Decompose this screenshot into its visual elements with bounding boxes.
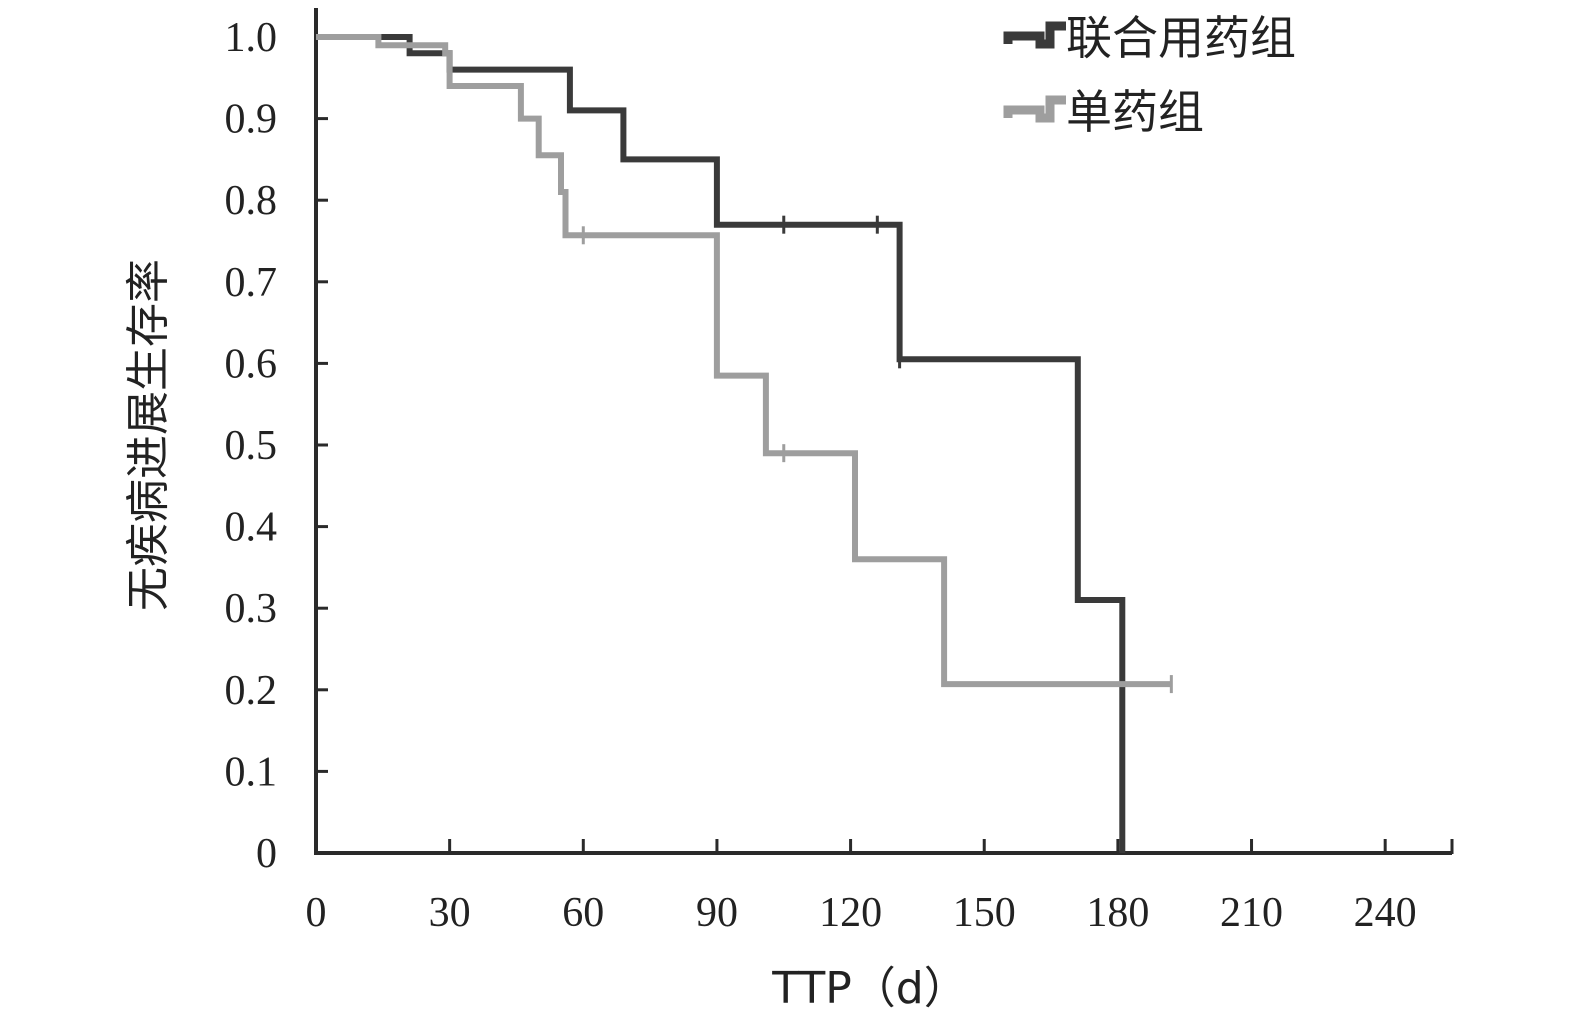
y-tick-label: 0: [256, 831, 277, 877]
x-tick-label: 0: [306, 890, 327, 936]
x-tick-label: 30: [429, 890, 471, 936]
y-tick-label: 0.4: [225, 505, 278, 551]
x-axis-title: TTP（d）: [771, 963, 967, 1014]
y-tick-label: 0.9: [225, 97, 278, 143]
legend-symbol-2: [1003, 95, 1066, 123]
x-tick-label: 60: [562, 890, 604, 936]
y-tick-label: 0.1: [225, 749, 278, 795]
y-tick-label: 0.3: [225, 586, 278, 632]
y-tick-label: 0.2: [225, 668, 278, 714]
x-tick-label: 90: [696, 890, 738, 936]
y-tick-label: 1.0: [225, 15, 278, 61]
legend-symbol-1: [1003, 21, 1066, 49]
legend-label-2: 单药组: [1066, 85, 1204, 139]
series-layer: [316, 34, 1173, 853]
y-tick-label: 0.8: [225, 178, 278, 224]
axes: 0 0.1 0.2 0.3 0.4 0.5 0.6 0.7 0.8 0.9 1.0 0 30 60 90 12…: [225, 8, 1454, 936]
x-tick-label: 150: [953, 890, 1016, 936]
y-axis-title: 无疾病进展生存率: [123, 259, 174, 611]
legend-label-1: 联合用药组: [1066, 11, 1296, 65]
x-tick-label: 120: [819, 890, 882, 936]
x-tick-label: 180: [1086, 890, 1149, 936]
x-tick-label: 240: [1354, 890, 1417, 936]
y-tick-label: 0.5: [225, 423, 278, 469]
x-tick-label: 210: [1220, 890, 1283, 936]
series-line-1: [316, 34, 1126, 853]
series-line-2: [316, 34, 1172, 688]
y-tick-label: 0.7: [225, 260, 278, 306]
y-tick-label: 0.6: [225, 341, 278, 387]
